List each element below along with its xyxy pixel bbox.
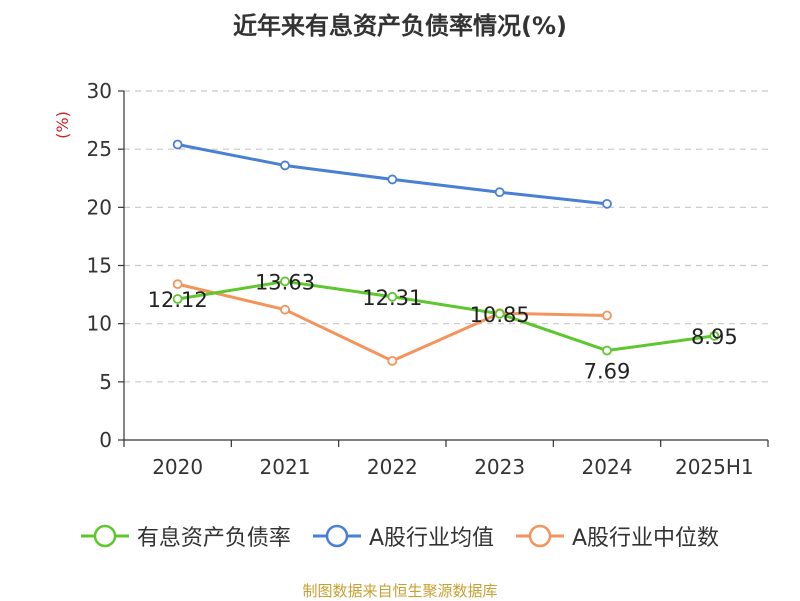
y-axis: 0 5 10 15 20 25 30	[87, 79, 125, 452]
data-label: 13.63	[255, 270, 315, 294]
data-point	[602, 198, 612, 209]
data-point	[602, 345, 612, 356]
data-point	[172, 294, 183, 304]
data-point	[602, 310, 612, 321]
y-tick-label: 5	[99, 370, 112, 394]
data-point	[494, 187, 505, 198]
data-point	[387, 291, 398, 302]
data-point	[387, 174, 398, 185]
x-tick-label: 2020	[152, 455, 203, 479]
data-point	[280, 160, 290, 171]
y-tick-label: 25	[87, 137, 112, 161]
legend-swatch	[516, 524, 564, 548]
x-tick-label: 2023	[474, 455, 525, 479]
legend-item[interactable]: A股行业均值	[312, 520, 494, 552]
y-tick-label: 10	[87, 312, 112, 336]
legend-item[interactable]: A股行业中位数	[516, 520, 719, 552]
x-tick-label: 2024	[582, 455, 633, 479]
data-labels: 12.12 13.63 12.31 10.85 7.69 8.95	[148, 270, 738, 383]
x-tick-label: 2021	[260, 455, 311, 479]
y-tick-label: 0	[99, 428, 112, 452]
legend: 有息资产负债率 A股行业均值 A股行业中位数	[0, 520, 800, 552]
series-line	[177, 279, 715, 353]
chart-title: 近年来有息资产负债率情况(%)	[233, 12, 567, 40]
data-point	[387, 355, 398, 366]
series-line	[177, 143, 608, 206]
x-tick-label: 2022	[367, 455, 418, 479]
data-point	[172, 139, 183, 150]
legend-swatch	[312, 524, 361, 548]
data-label: 8.95	[691, 325, 738, 349]
data-label: 12.31	[362, 286, 422, 310]
y-tick-label: 15	[87, 254, 112, 278]
data-point	[494, 308, 505, 319]
data-label: 7.69	[584, 360, 631, 384]
x-axis: 2020 2021 2022 2023 2024 2025H1	[123, 439, 769, 479]
x-tick-label: 2025H1	[675, 455, 754, 479]
source-note: 制图数据来自恒生聚源数据库	[302, 582, 498, 600]
data-point	[709, 330, 720, 341]
legend-item[interactable]: 有息资产负债率	[80, 520, 291, 552]
grid-lines	[124, 90, 768, 383]
legend-label: A股行业中位数	[572, 526, 720, 551]
legend-label: A股行业均值	[368, 526, 494, 551]
y-tick-label: 30	[87, 79, 112, 103]
data-label: 12.12	[148, 288, 208, 312]
y-tick-label: 20	[87, 195, 112, 219]
data-point	[280, 304, 290, 315]
legend-swatch	[80, 524, 129, 548]
data-point	[280, 276, 290, 287]
legend-label: 有息资产负债率	[136, 526, 291, 551]
series-layer	[172, 139, 720, 366]
data-label: 10.85	[470, 303, 530, 327]
data-point	[172, 279, 183, 290]
y-axis-label: (%)	[53, 111, 72, 139]
